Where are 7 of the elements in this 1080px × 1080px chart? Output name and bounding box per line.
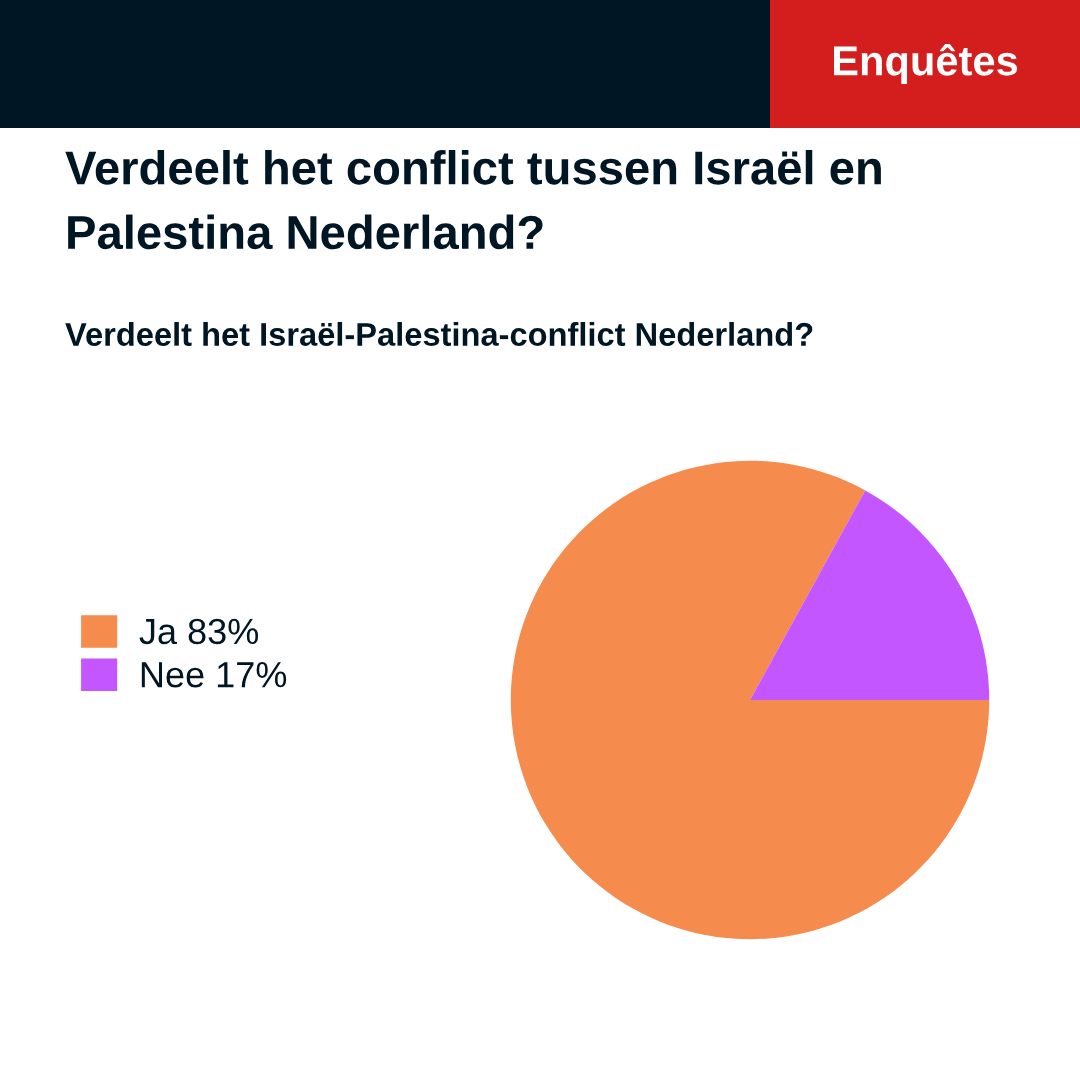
legend-label: Nee 17% — [141, 662, 287, 688]
chart-title: Verdeelt het conflict tussen Israël en Palestina Nederland? — [65, 150, 881, 250]
pie-slice — [510, 460, 990, 940]
pie-slice — [750, 490, 990, 700]
legend-label: Ja 83% — [139, 618, 259, 645]
text: Enquêtes — [834, 44, 1018, 84]
chart-subtitle: Verdeelt het Israël-Palestina-conflict Nederland? — [65, 322, 813, 346]
